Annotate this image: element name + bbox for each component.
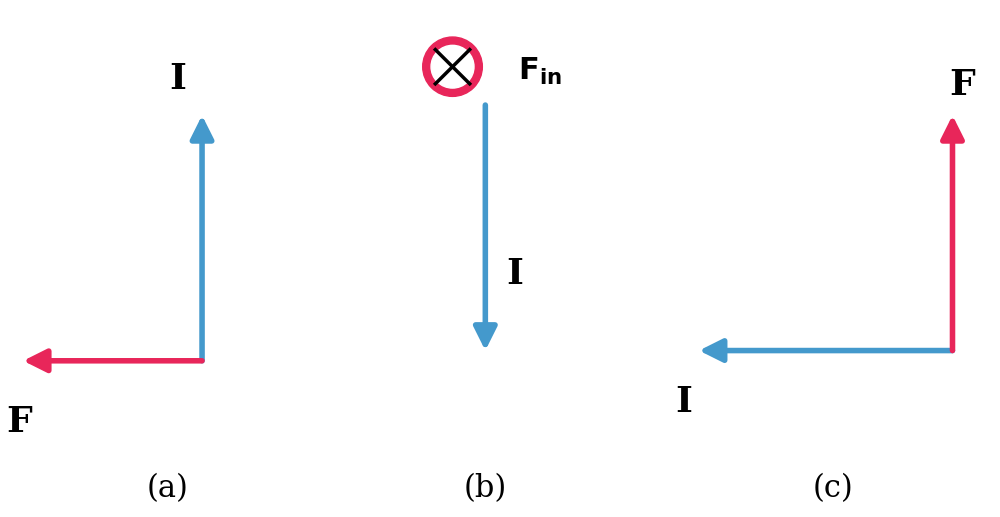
- Text: (a): (a): [146, 473, 188, 504]
- Text: F: F: [950, 68, 975, 102]
- Text: (c): (c): [813, 473, 854, 504]
- Text: F: F: [6, 405, 32, 439]
- FancyArrowPatch shape: [705, 341, 952, 360]
- Text: $\mathbf{F}_\mathbf{in}$: $\mathbf{F}_\mathbf{in}$: [518, 56, 562, 87]
- Ellipse shape: [423, 37, 482, 96]
- FancyArrowPatch shape: [29, 351, 202, 371]
- Ellipse shape: [431, 45, 474, 88]
- FancyArrowPatch shape: [943, 121, 962, 351]
- FancyArrowPatch shape: [476, 105, 495, 344]
- Text: I: I: [169, 63, 186, 97]
- Text: (b): (b): [464, 473, 507, 504]
- FancyArrowPatch shape: [192, 121, 212, 361]
- Text: I: I: [507, 257, 524, 291]
- Text: I: I: [676, 385, 693, 419]
